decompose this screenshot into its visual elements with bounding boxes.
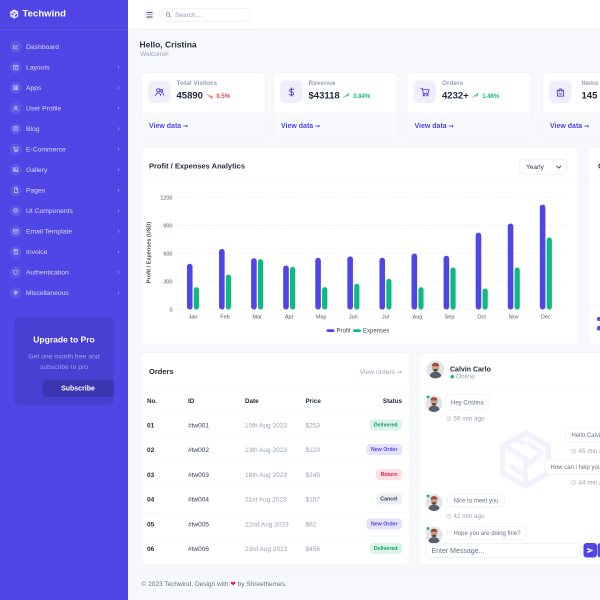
- svg-text:Jun: Jun: [349, 315, 358, 321]
- svg-text:Dec: Dec: [541, 315, 551, 321]
- svg-text:Aug: Aug: [413, 315, 423, 321]
- svg-text:Feb: Feb: [220, 315, 229, 321]
- svg-text:900: 900: [163, 224, 172, 230]
- svg-text:May: May: [316, 315, 327, 321]
- svg-text:Sep: Sep: [445, 315, 455, 321]
- svg-text:600: 600: [163, 252, 172, 258]
- svg-text:300: 300: [163, 280, 172, 286]
- svg-text:Apr: Apr: [285, 315, 294, 321]
- svg-text:Profit: Profit: [337, 329, 351, 335]
- svg-text:Mar: Mar: [252, 315, 262, 321]
- svg-text:Profit / Expenses (USD): Profit / Expenses (USD): [147, 222, 153, 284]
- svg-text:Jul: Jul: [382, 315, 389, 321]
- svg-text:1200: 1200: [160, 196, 172, 202]
- svg-text:Jan: Jan: [188, 315, 197, 321]
- svg-text:Oct: Oct: [477, 315, 486, 321]
- svg-text:Nov: Nov: [509, 315, 519, 321]
- svg-text:Expenses: Expenses: [363, 329, 389, 335]
- svg-text:0: 0: [169, 308, 172, 314]
